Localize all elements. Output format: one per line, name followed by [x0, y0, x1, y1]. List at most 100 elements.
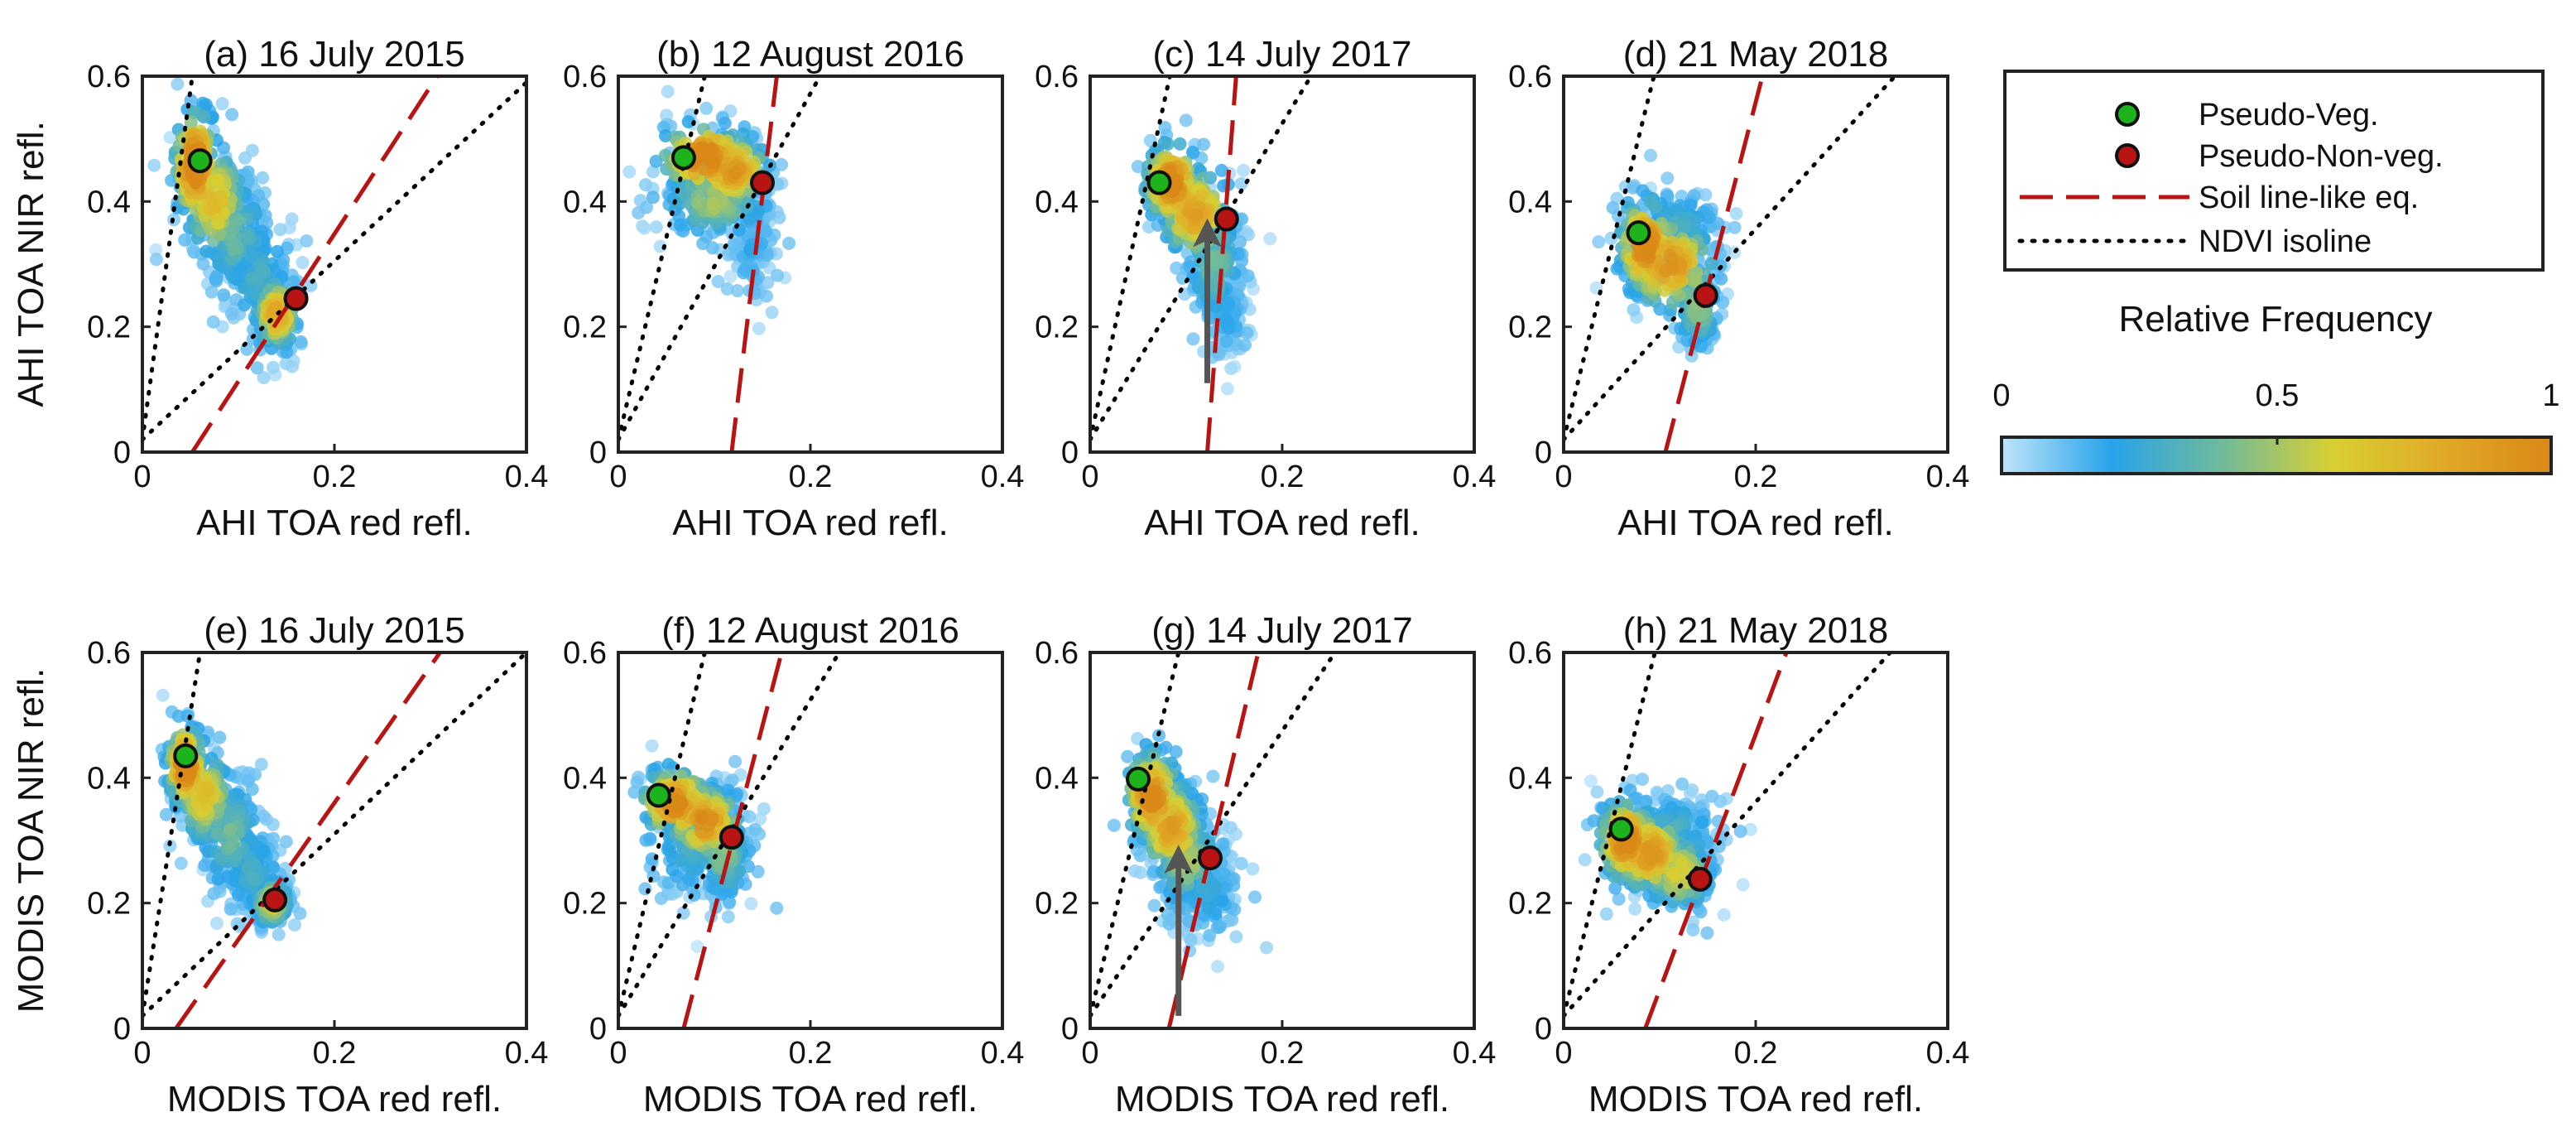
panel-d-ytick-label: 0.2: [1508, 311, 1552, 345]
panel-h-ytick-label: 0: [1535, 1012, 1552, 1047]
panel-a-scatter-point: [223, 227, 237, 240]
panel-c-scatter-point: [1214, 163, 1228, 177]
panel-e-scatter-point: [223, 903, 238, 916]
panel-e-scatter-point: [241, 861, 255, 875]
panel-d-scatter-point: [1689, 266, 1704, 280]
panel-a-pseudo-nonveg-marker: [283, 286, 309, 311]
panel-c-frame: [1089, 75, 1476, 454]
panel-e-plot-area: [142, 652, 526, 1028]
panel-e-ytick-label: 0.6: [87, 636, 131, 671]
panel-h-xlabel: MODIS TOA red refl.: [1588, 1079, 1923, 1119]
panel-e-scatter-point: [214, 851, 228, 865]
panel-b-ytick-label: 0.2: [563, 311, 607, 345]
panel-c-scatter-point: [1263, 232, 1277, 246]
panel-c-pseudo-nonveg-marker: [1214, 206, 1239, 232]
panel-h-scatter-point: [1643, 852, 1657, 866]
panel-c-pseudo-veg-marker: [1146, 170, 1172, 195]
panel-g-scatter-point: [1248, 890, 1262, 904]
panel-e-scatter-point: [245, 782, 259, 797]
panel-g-xtick-label: 0: [1081, 1036, 1098, 1071]
panel-h-scatter-point: [1675, 777, 1689, 791]
panel-g-scatter-point: [1128, 864, 1141, 878]
panel-b-scatter-point: [661, 84, 675, 99]
panel-g-plot-area: [1090, 652, 1338, 1028]
panel-g-scatter-point: [1147, 898, 1161, 912]
panel-e-scatter-point: [159, 807, 173, 821]
panel-g-scatter-point: [1229, 930, 1243, 944]
panel-e-scatter-point: [213, 730, 227, 744]
panel-g-scatter-point: [1216, 837, 1230, 851]
panel-b-scatter-point: [646, 190, 660, 205]
panel-c-ndvi-isoline-2: [1090, 76, 1314, 442]
panel-e-scatter-point: [210, 826, 224, 840]
panel-f-scatter-point: [627, 785, 642, 799]
panel-c-scatter-point: [1186, 270, 1200, 284]
panel-a-ytick-label: 0.6: [87, 60, 131, 94]
panel-d-scatter-point: [1660, 171, 1675, 185]
panel-h-scatter-point: [1590, 785, 1604, 799]
panel-a-scatter-point: [225, 108, 239, 122]
panel-b-scatter-point: [622, 165, 637, 179]
panel-a-scatter-point: [211, 173, 225, 187]
panel-c-title: (c) 14 July 2017: [1152, 34, 1411, 75]
panel-b-xtick-label: 0.4: [981, 460, 1025, 494]
panel-c-xtick-label: 0.4: [1453, 460, 1497, 494]
panel-a-scatter-point: [209, 269, 223, 283]
panel-a-scatter-point: [208, 200, 222, 214]
panel-h-scatter-point: [1623, 783, 1637, 797]
panel-g-scatter-point: [1161, 908, 1175, 922]
panel-e-scatter-point: [288, 918, 301, 932]
panel-f-ndvi-isoline-1: [618, 652, 707, 1018]
panel-f-plot-area: [618, 652, 842, 1028]
panel-h-scatter-point: [1692, 838, 1706, 852]
panel-f-scatter-point: [748, 822, 762, 836]
panel-b-scatter-point: [646, 165, 660, 179]
panel-c-scatter-point: [1190, 209, 1204, 223]
panel-e-ndvi-isoline-1: [142, 652, 203, 1018]
panel-b-xlabel: AHI TOA red refl.: [672, 503, 948, 543]
panel-c-xtick-label: 0: [1081, 460, 1098, 494]
panel-e-scatter-point: [279, 835, 293, 849]
panel-h-scatter-point: [1700, 926, 1714, 940]
panel-d-scatter-point: [1728, 220, 1742, 234]
panel-h-scatter-point: [1736, 878, 1750, 892]
panel-e-ytick-label: 0: [113, 1012, 131, 1047]
panel-g-scatter-point: [1234, 856, 1248, 870]
panel-g-xtick-label: 0.2: [1261, 1036, 1305, 1071]
panel-g-title: (g) 14 July 2017: [1151, 610, 1413, 651]
panel-a-scatter-point: [199, 244, 214, 258]
panel-h-scatter-point: [1717, 908, 1731, 922]
panel-b-scatter-point: [761, 276, 775, 290]
colorbar-title: Relative Frequency: [2118, 299, 2432, 339]
panel-b-ytick-label: 0.6: [563, 60, 607, 94]
panel-a-plot-area: [142, 76, 526, 452]
panel-d-xtick-label: 0: [1555, 460, 1572, 494]
panel-e-scatter-point: [223, 822, 237, 836]
panel-a-scatter-point: [266, 360, 280, 374]
panel-e-scatter-point: [272, 927, 286, 941]
panel-b-scatter-point: [697, 147, 711, 161]
panel-f-title: (f) 12 August 2016: [661, 610, 959, 651]
panel-d-scatter-point: [1729, 207, 1743, 220]
panel-f-xtick-label: 0: [609, 1036, 627, 1071]
panel-e-ytick-label: 0.4: [87, 761, 131, 796]
panel-f-scatter-point: [663, 844, 677, 858]
panel-f-ytick-label: 0.4: [563, 761, 607, 796]
panel-h-scatter-point: [1685, 783, 1699, 797]
panel-b-scatter-point: [691, 196, 705, 210]
panel-a-scatter-point: [178, 233, 192, 247]
panel-h-scatter-point: [1628, 902, 1642, 916]
panel-a-scatter-point: [147, 158, 161, 172]
panel-e-scatter-point: [207, 887, 221, 901]
panel-f-ytick-label: 0.6: [563, 636, 607, 671]
panel-f-scatter-point: [695, 811, 709, 825]
panel-a-scatter-point: [217, 288, 231, 302]
panel-g-scatter-point: [1121, 749, 1135, 763]
panel-f-ytick-label: 0: [589, 1012, 607, 1047]
panel-e-ndvi-isoline-2: [142, 652, 526, 1018]
panel-c-scatter-point: [1186, 145, 1199, 159]
colorbar-tick-1: 1: [2542, 378, 2559, 413]
panel-d-ytick-label: 0.6: [1508, 60, 1552, 94]
